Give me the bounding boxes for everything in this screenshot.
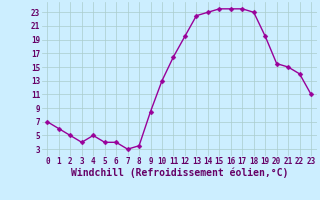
X-axis label: Windchill (Refroidissement éolien,°C): Windchill (Refroidissement éolien,°C) <box>70 168 288 178</box>
